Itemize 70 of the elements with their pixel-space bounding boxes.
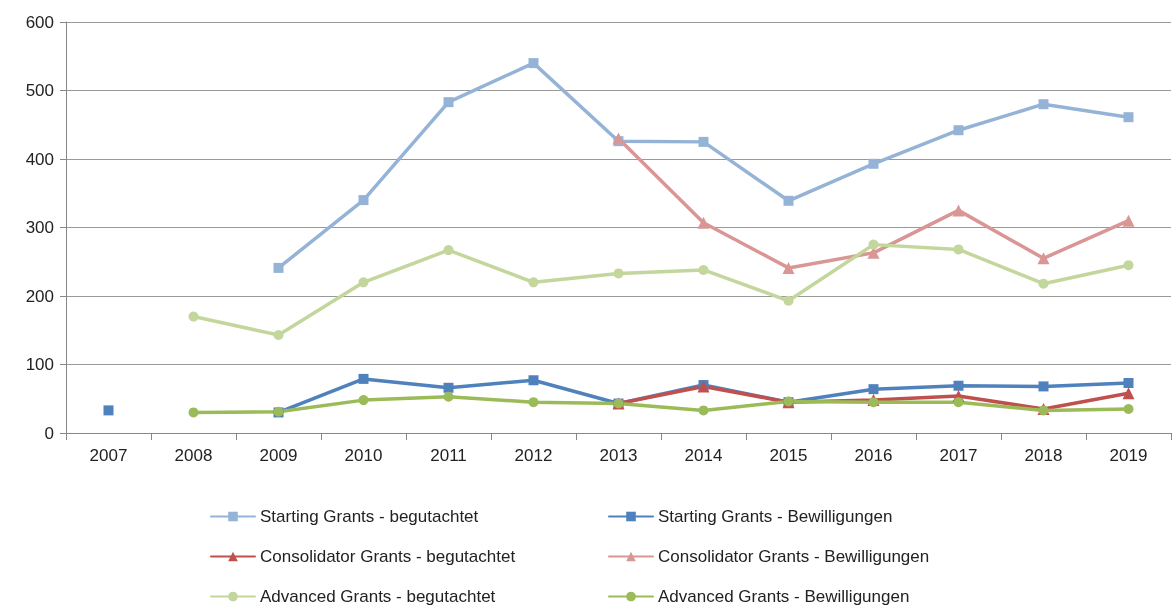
point: [953, 244, 964, 255]
point: [697, 216, 710, 229]
point: [783, 195, 794, 206]
y-tick-label: 0: [44, 423, 54, 443]
point: [443, 245, 454, 256]
point: [953, 380, 964, 391]
point: [443, 382, 454, 393]
point: [952, 204, 965, 217]
legend-label: Advanced Grants - Bewilligungen: [658, 587, 910, 606]
y-tick-label: 100: [25, 355, 54, 374]
point: [1123, 404, 1134, 415]
point: [528, 375, 539, 386]
x-tick-label: 2015: [769, 446, 808, 465]
point: [103, 405, 114, 416]
point: [782, 261, 795, 274]
point: [358, 395, 369, 406]
x-tick-label: 2007: [89, 446, 128, 465]
point: [528, 397, 539, 408]
y-tick-label: 500: [25, 81, 54, 100]
point: [188, 311, 199, 322]
legend-label: Consolidator Grants - Bewilligungen: [658, 547, 930, 566]
legend-label: Consolidator Grants - begutachtet: [260, 547, 516, 566]
point: [1122, 387, 1135, 400]
point: [528, 58, 539, 69]
point: [698, 264, 709, 275]
x-tick-label: 2017: [939, 446, 978, 465]
x-tick-label: 2014: [684, 446, 723, 465]
point: [443, 97, 454, 108]
x-tick-label: 2016: [854, 446, 893, 465]
point: [953, 125, 964, 136]
y-tick-label: 400: [25, 149, 54, 169]
point: [188, 407, 199, 418]
point: [698, 136, 709, 147]
point: [1122, 214, 1135, 227]
point: [1123, 112, 1134, 123]
point: [953, 397, 964, 408]
x-tick-label: 2012: [514, 446, 553, 465]
point: [868, 384, 879, 395]
point: [358, 195, 369, 206]
point: [1038, 381, 1049, 392]
point: [443, 391, 454, 402]
point: [783, 295, 794, 306]
x-tick-label: 2013: [599, 446, 638, 465]
legend-label: Starting Grants - begutachtet: [260, 507, 479, 526]
point: [273, 262, 284, 273]
point: [1123, 377, 1134, 388]
point: [1038, 99, 1049, 110]
x-tick-label: 2018: [1024, 446, 1063, 465]
y-tick-label: 600: [25, 12, 54, 32]
x-tick-label: 2009: [259, 446, 298, 465]
point: [868, 239, 879, 250]
legend-label: Starting Grants - Bewilligungen: [658, 507, 893, 526]
point: [1038, 278, 1049, 289]
x-tick-label: 2008: [174, 446, 213, 465]
x-tick-label: 2010: [344, 446, 383, 465]
point: [613, 268, 624, 279]
x-tick-label: 2019: [1109, 446, 1148, 465]
point: [273, 330, 284, 341]
point: [1037, 252, 1050, 265]
x-tick-label: 2011: [430, 446, 467, 465]
point: [868, 158, 879, 169]
point: [1123, 260, 1134, 271]
point: [358, 277, 369, 288]
point: [358, 373, 369, 384]
y-tick-label: 300: [25, 218, 54, 237]
legend-label: Advanced Grants - begutachtet: [260, 587, 496, 606]
point: [528, 277, 539, 288]
y-tick-label: 200: [25, 286, 54, 306]
point: [612, 132, 625, 145]
point: [698, 405, 709, 416]
